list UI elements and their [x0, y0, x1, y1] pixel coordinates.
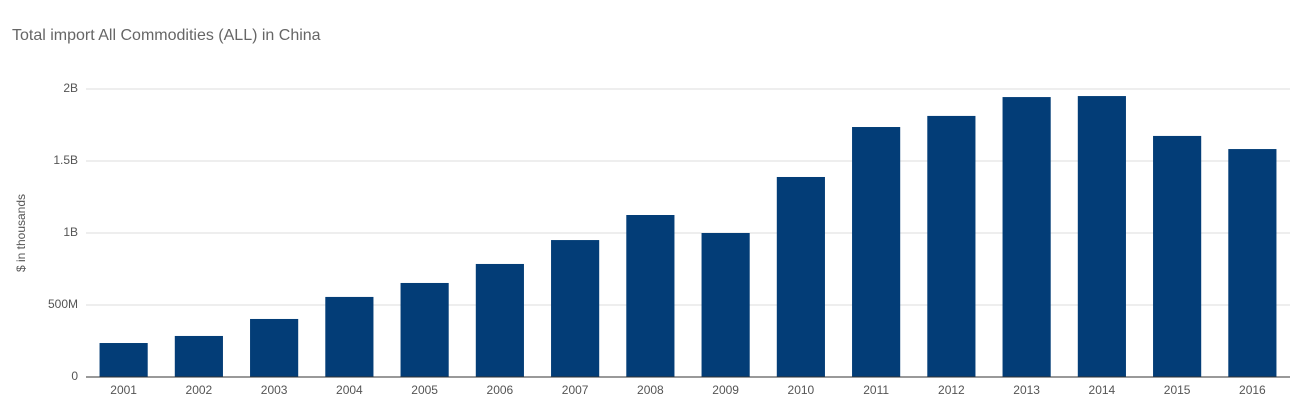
bar [626, 215, 675, 377]
x-tick-label: 2012 [938, 383, 965, 397]
bar [325, 296, 374, 377]
bar [852, 127, 901, 378]
x-tick-label: 2016 [1239, 383, 1266, 397]
x-tick-label: 2004 [336, 383, 363, 397]
x-tick-label: 2001 [110, 383, 137, 397]
x-tick-label: 2010 [788, 383, 815, 397]
bar [776, 176, 825, 377]
x-tick-label: 2002 [186, 383, 213, 397]
x-tick-label: 2005 [411, 383, 438, 397]
y-tick-label: 2B [63, 81, 78, 95]
bar [99, 343, 148, 377]
bar [400, 282, 449, 377]
x-tick-label: 2007 [562, 383, 589, 397]
y-tick-label: 1B [63, 225, 78, 239]
bar [250, 318, 299, 377]
bar [927, 115, 976, 377]
y-axis-label: $ in thousands [14, 194, 28, 272]
chart-title: Total import All Commodities (ALL) in Ch… [12, 27, 321, 44]
bar [701, 233, 750, 377]
bar [1077, 96, 1126, 377]
x-tick-label: 2011 [863, 383, 889, 397]
x-tick-label: 2013 [1013, 383, 1040, 397]
bar [1002, 97, 1051, 378]
bar [1153, 135, 1202, 377]
y-tick-label: 1.5B [53, 153, 78, 167]
y-tick-label: 500M [48, 297, 78, 311]
bar [551, 240, 600, 377]
y-tick-label: 0 [71, 369, 78, 383]
x-tick-label: 2003 [261, 383, 288, 397]
x-tick-label: 2014 [1089, 383, 1116, 397]
x-tick-label: 2009 [712, 383, 739, 397]
x-tick-label: 2006 [487, 383, 514, 397]
x-tick-label: 2008 [637, 383, 664, 397]
bar [475, 263, 524, 377]
bar [174, 335, 223, 377]
bar [1228, 149, 1277, 377]
x-tick-label: 2015 [1164, 383, 1191, 397]
